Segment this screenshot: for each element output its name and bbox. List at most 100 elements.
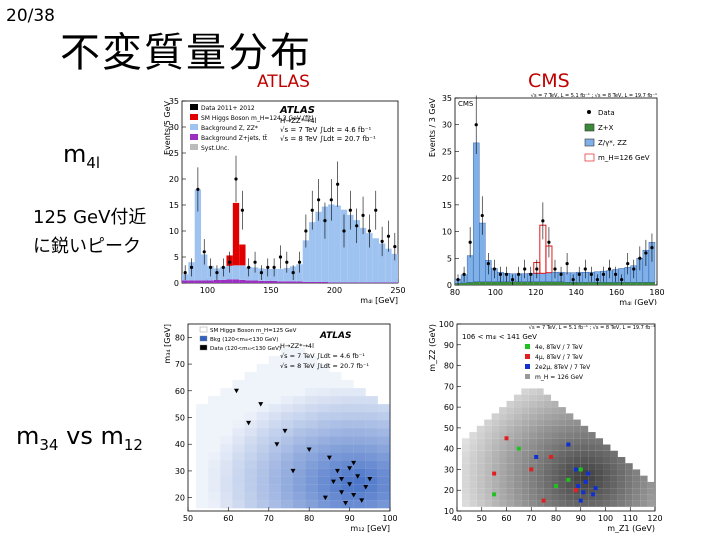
- cms-2d-bkg-cell: [536, 488, 544, 495]
- atlas-2d-signal-cell: [280, 500, 294, 509]
- cms-2d-x-tick-label: 100: [598, 514, 613, 523]
- cms-2d-bkg-cell: [588, 481, 596, 489]
- atlas-2d-signal-cell: [220, 420, 233, 429]
- atlas-2d-signal-cell: [341, 388, 354, 397]
- atlas-2d-signal-cell: [317, 452, 330, 461]
- atlas-zjets-bar: [264, 280, 271, 283]
- m34-sub: 34: [39, 435, 59, 454]
- atlas-2d-signal-cell: [208, 460, 221, 469]
- atlas-2d-signal-cell: [341, 420, 354, 429]
- cms-2d-x-tick-label: 40: [452, 514, 462, 523]
- cms-2d-bkg-cell: [476, 432, 485, 439]
- cms-2d-bkg-cell: [536, 432, 544, 439]
- cms-2d-bkg-cell: [469, 444, 477, 451]
- atlas-2d-signal-cell: [365, 492, 378, 501]
- atlas-2d-signal-cell: [317, 404, 330, 413]
- atlas-zz-bar: [372, 238, 379, 283]
- atlas-2d-signal-cell: [305, 412, 318, 421]
- cms-zx-bar: [582, 282, 589, 285]
- cms-2d-bkg-cell: [573, 500, 581, 507]
- atlas-m4l-x-tick-label: 250: [390, 286, 405, 295]
- atlas-zz-bar: [232, 265, 240, 280]
- atlas-2d-signal-cell: [244, 404, 257, 413]
- atlas-2d-signal-cell: [293, 484, 306, 493]
- atlas-2d-signal-cell: [305, 388, 318, 397]
- atlas-2d-legend-swatch: [199, 344, 208, 351]
- atlas-2d-signal-cell: [377, 484, 390, 493]
- atlas-2d-signal-cell: [232, 484, 245, 493]
- atlas-2d-signal-cell: [244, 484, 257, 493]
- cms-2d-bkg-cell: [543, 488, 552, 495]
- cms-data-point: [595, 278, 600, 282]
- cms-zx-bar: [461, 282, 468, 285]
- cms-2d-bkg-cell: [632, 481, 641, 489]
- cms-2d-bkg-cell: [595, 475, 604, 482]
- atlas-2d-signal-cell: [280, 468, 294, 477]
- atlas-data-point: [215, 271, 219, 275]
- cms-2d-bkg-cell: [521, 463, 529, 470]
- atlas-mass-plot: 100 150 200 250 0 5 10 15 20 25 30 35 m₄ₗ [GeV] Event…: [160, 95, 405, 305]
- atlas-2d-signal-cell: [268, 412, 281, 421]
- cms-2d-bkg-cell: [610, 488, 618, 495]
- cms-2d-bkg-cell: [513, 432, 522, 439]
- cms-2d-bkg-cell: [625, 494, 633, 501]
- atlas-2d-title: ATLAS: [319, 331, 351, 341]
- atlas-2d-x-tick-label: 100: [382, 514, 397, 523]
- atlas-zjets-bar: [334, 282, 341, 283]
- atlas-data-point: [393, 245, 397, 249]
- cms-zx-bar: [551, 281, 559, 285]
- cms-2d-bkg-cell: [506, 456, 514, 464]
- cms-2d-bkg-cell: [476, 475, 485, 482]
- m12-sub: 12: [123, 435, 143, 454]
- atlas-2d-signal-cell: [208, 404, 221, 413]
- cms-2d-bkg-cell: [617, 463, 626, 470]
- atlas-2d-signal-cell: [244, 468, 257, 477]
- cms-2d-bkg-cell: [499, 494, 507, 501]
- atlas-zz-bar: [359, 227, 367, 283]
- atlas-2d-signal-cell: [365, 436, 378, 445]
- cms-2d-4e-point: [566, 477, 571, 482]
- cms-data-point: [517, 272, 521, 276]
- atlas-2d-signal-cell: [353, 468, 366, 477]
- cms-2d-bkg-cell: [521, 438, 529, 445]
- cms-2d-bkg-cell: [573, 432, 581, 439]
- atlas-2d-signal-cell: [317, 420, 330, 429]
- cms-2d-bkg-cell: [469, 432, 477, 439]
- atlas-2d-signal-cell: [256, 412, 269, 421]
- atlas-2d-y-tick-label: 60: [175, 387, 185, 396]
- cms-2d-bkg-cell: [506, 407, 514, 414]
- atlas-data-point: [374, 208, 378, 212]
- cms-2d-bkg-cell: [565, 481, 574, 489]
- atlas-2d-signal-cell: [377, 492, 390, 501]
- cms-2d-bkg-cell: [551, 444, 559, 451]
- atlas-2d-signal-cell: [244, 380, 257, 389]
- cms-2d-bkg-cell: [521, 388, 529, 395]
- cms-2d-4mu-point: [492, 471, 497, 476]
- cms-2d-bkg-cell: [491, 425, 500, 433]
- cms-2d-bkg-cell: [499, 469, 507, 476]
- atlas-2d-signal-cell: [196, 492, 209, 501]
- atlas-2d-signal-cell: [232, 452, 245, 461]
- cms-2d-bkg-cell: [513, 413, 522, 420]
- atlas-2d-signal-cell: [353, 460, 366, 469]
- atlas-2d-signal-cell: [377, 476, 390, 485]
- cms-zx-bar: [521, 281, 528, 285]
- cms-legend-label: m_H=126 GeV: [598, 154, 650, 162]
- atlas-2d-annotation: √s = 8 TeV ∫Ldt = 20.7 fb⁻¹: [280, 362, 369, 370]
- atlas-2d-signal-cell: [365, 476, 378, 485]
- cms-2d-y-tick-label: 80: [444, 362, 454, 371]
- atlas-m4l-y-tick-label: 30: [169, 123, 179, 132]
- atlas-m4l-x-tick-label: 200: [327, 286, 342, 295]
- atlas-2d-signal-cell: [377, 420, 390, 429]
- atlas-2d-signal-cell: [208, 492, 221, 501]
- atlas-zz-bar: [239, 265, 246, 280]
- cms-2d-bkg-cell: [521, 432, 529, 439]
- atlas-2d-data-point: [246, 420, 252, 426]
- atlas-zjets-bar: [347, 282, 354, 283]
- cms-2d-bkg-cell: [513, 419, 522, 426]
- atlas-2d-signal-cell: [208, 396, 221, 405]
- atlas-2d-signal-cell: [329, 420, 342, 429]
- cms-2d-bkg-cell: [536, 463, 544, 470]
- atlas-2d-y-tick-label: 30: [175, 467, 185, 476]
- cms-2d-bkg-cell: [558, 450, 566, 457]
